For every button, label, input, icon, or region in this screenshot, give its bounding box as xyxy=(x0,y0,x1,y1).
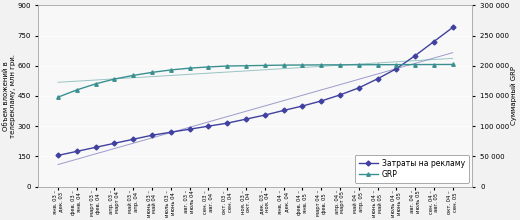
Затраты на рекламу xyxy=(431,40,437,43)
GRP xyxy=(356,63,362,66)
Legend: Затраты на рекламу, GRP: Затраты на рекламу, GRP xyxy=(355,155,469,183)
Затраты на рекламу xyxy=(318,100,324,102)
Затраты на рекламу xyxy=(93,146,99,149)
Затраты на рекламу xyxy=(55,154,61,157)
Затраты на рекламу xyxy=(111,142,118,145)
GRP xyxy=(55,96,61,99)
Line: GRP: GRP xyxy=(56,63,454,99)
GRP xyxy=(450,63,456,66)
GRP xyxy=(111,78,118,80)
Y-axis label: Суммарный GRP: Суммарный GRP xyxy=(511,66,517,125)
GRP xyxy=(243,64,249,67)
Затраты на рекламу xyxy=(187,128,193,130)
GRP xyxy=(149,71,155,74)
Затраты на рекламу xyxy=(262,114,268,116)
Затраты на рекламу xyxy=(167,131,174,134)
GRP xyxy=(224,65,230,67)
Затраты на рекламу xyxy=(299,105,305,107)
Затраты на рекламу xyxy=(450,26,456,29)
GRP xyxy=(187,67,193,70)
Затраты на рекламу xyxy=(412,54,418,57)
Y-axis label: Объем вложений в
телерекламу, млн гри.: Объем вложений в телерекламу, млн гри. xyxy=(3,54,16,138)
GRP xyxy=(337,64,343,66)
GRP xyxy=(74,89,80,91)
GRP xyxy=(318,64,324,66)
GRP xyxy=(431,63,437,66)
Line: Затраты на рекламу: Затраты на рекламу xyxy=(56,26,454,157)
Затраты на рекламу xyxy=(356,87,362,89)
Затраты на рекламу xyxy=(205,125,212,128)
Затраты на рекламу xyxy=(374,77,381,80)
Затраты на рекламу xyxy=(224,122,230,125)
Затраты на рекламу xyxy=(130,138,136,141)
Затраты на рекламу xyxy=(337,94,343,96)
GRP xyxy=(205,66,212,68)
Затраты на рекламу xyxy=(393,67,399,70)
GRP xyxy=(93,82,99,85)
Затраты на рекламу xyxy=(74,150,80,153)
Затраты на рекламу xyxy=(243,118,249,120)
GRP xyxy=(412,63,418,66)
GRP xyxy=(393,63,399,66)
GRP xyxy=(299,64,305,66)
GRP xyxy=(130,74,136,77)
GRP xyxy=(374,63,381,66)
GRP xyxy=(262,64,268,67)
GRP xyxy=(167,69,174,71)
Затраты на рекламу xyxy=(149,134,155,137)
GRP xyxy=(280,64,287,66)
Затраты на рекламу xyxy=(280,109,287,112)
